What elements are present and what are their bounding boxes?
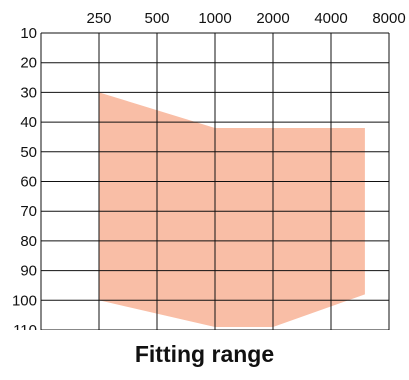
y-tick-label: 50 [20, 144, 37, 161]
x-tick-label: 2000 [256, 10, 289, 27]
x-tick-label: 4000 [314, 10, 347, 27]
y-tick-label: 40 [20, 114, 37, 131]
y-tick-label: 10 [20, 25, 37, 42]
x-tick-label: 1000 [198, 10, 231, 27]
y-tick-label: 20 [20, 55, 37, 72]
y-tick-label: 90 [20, 263, 37, 280]
grid-layer [40, 32, 390, 330]
y-tick-label: 80 [20, 233, 37, 250]
y-tick-label: 100 [12, 292, 37, 309]
y-tick-label: 70 [20, 203, 37, 220]
fitting-range-region [99, 92, 365, 328]
y-tick-label: 30 [20, 84, 37, 101]
fitting-region-layer [99, 92, 365, 328]
x-tick-label: 8000 [372, 10, 405, 27]
fitting-range-chart: 250 500 1000 2000 4000 8000 10 20 30 40 50 60 70 80 9… [12, 10, 406, 330]
x-tick-labels: 250 500 1000 2000 4000 8000 [86, 10, 405, 27]
x-tick-label: 250 [86, 10, 111, 27]
y-tick-label: 110 [13, 322, 37, 330]
y-tick-labels: 10 20 30 40 50 60 70 80 90 100 110 [12, 25, 37, 330]
y-tick-label: 60 [20, 174, 37, 191]
x-tick-label: 500 [144, 10, 169, 27]
chart-title: Fitting range [134, 341, 275, 367]
